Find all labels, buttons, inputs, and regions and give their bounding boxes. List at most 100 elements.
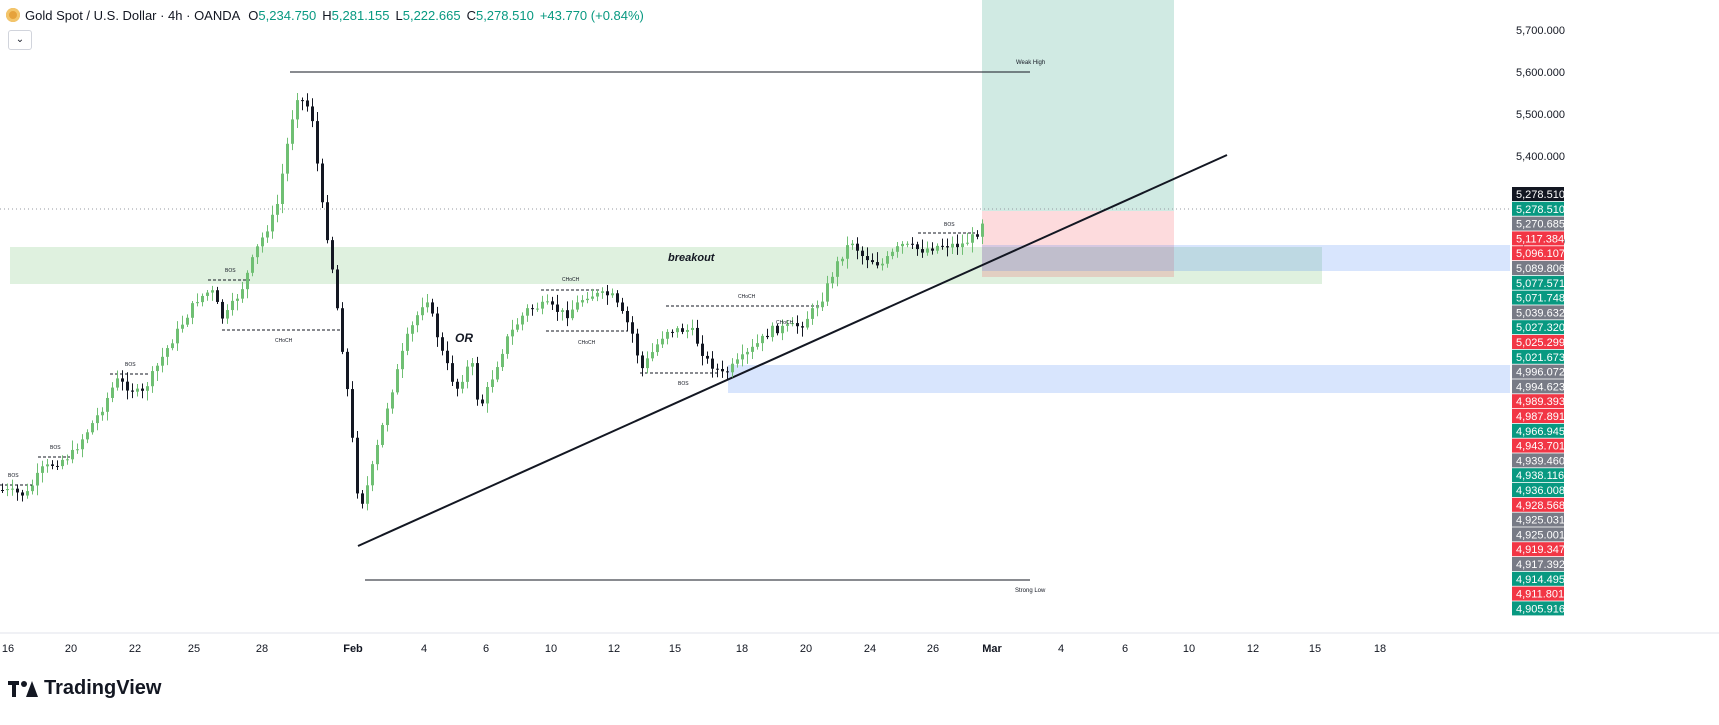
candle-body: [71, 449, 74, 460]
price-tag-label: 5,027.320: [1516, 322, 1565, 334]
candle-body: [961, 243, 964, 248]
candle-body: [371, 464, 374, 486]
candle-body: [646, 358, 649, 369]
candle-body: [536, 308, 539, 310]
candle-body: [771, 325, 774, 338]
x-tick-label: 20: [65, 643, 77, 655]
candle-body: [451, 363, 454, 382]
x-tick-label: Mar: [982, 643, 1002, 655]
candle-body: [976, 234, 979, 237]
candle-body: [886, 256, 889, 264]
x-tick-label: 12: [1247, 643, 1259, 655]
symbol-title[interactable]: Gold Spot / U.S. Dollar · 4h · OANDA: [25, 7, 241, 23]
candle-body: [286, 143, 289, 174]
candle-body: [401, 350, 404, 370]
tradingview-wordmark: TradingView: [44, 677, 162, 699]
x-tick-label: 10: [545, 643, 557, 655]
annotation-or: OR: [455, 331, 473, 345]
candle-body: [316, 121, 319, 164]
price-tag-label: 4,987.891: [1516, 411, 1565, 423]
candle-body: [946, 246, 949, 248]
candle-body: [456, 381, 459, 389]
x-tick-label: 28: [256, 643, 268, 655]
candle-body: [81, 439, 84, 450]
candle-body: [781, 325, 784, 334]
price-tag-bg: [1512, 483, 1564, 497]
annotation-bos-3: BOS: [125, 362, 136, 368]
price-tag-label: 4,994.623: [1516, 381, 1565, 393]
price-tag-label: 4,928.568: [1516, 500, 1565, 512]
candle-body: [901, 243, 904, 247]
candle-body: [951, 243, 954, 248]
candle-body: [891, 251, 894, 257]
price-tag-label: 4,989.393: [1516, 396, 1565, 408]
price-tag-bg: [1512, 187, 1564, 201]
candle-body: [656, 344, 659, 353]
candle-body: [571, 309, 574, 319]
price-tag-bg: [1512, 438, 1564, 453]
demand-zone-upper[interactable]: [982, 245, 1510, 271]
candle-body: [76, 449, 79, 451]
high-value: 5,281.155: [331, 7, 390, 23]
candle-body: [816, 307, 819, 309]
x-tick-label: Feb: [343, 643, 363, 655]
price-tag-bg: [1512, 231, 1564, 246]
chevron-down-icon[interactable]: ⌄: [8, 30, 32, 50]
candle-body: [506, 336, 509, 354]
candle-body: [981, 223, 984, 237]
candle-body: [481, 399, 484, 404]
candle-body: [421, 307, 424, 316]
candle-body: [111, 387, 114, 398]
price-tag-bg: [1512, 423, 1564, 438]
price-tag-bg: [1512, 305, 1564, 320]
candle-body: [426, 302, 429, 308]
candle-body: [491, 379, 494, 387]
price-tag-bg: [1512, 201, 1564, 216]
price-tag-label: 4,925.001: [1516, 529, 1565, 541]
candle-body: [476, 363, 479, 400]
price-tag-label: 4,925.031: [1516, 515, 1565, 527]
tradingview-logo[interactable]: TradingView: [8, 677, 161, 700]
x-axis[interactable]: 16 20 22 25 28 Feb 4 6 10 12 15 18 20 24 26 Mar 4 6 10 12 15…: [2, 643, 1386, 655]
breakout-zone[interactable]: [10, 247, 1322, 284]
candle-body: [971, 234, 974, 243]
candle-body: [801, 326, 804, 328]
candle-body: [711, 358, 714, 369]
demand-zone-lower[interactable]: [728, 365, 1510, 393]
x-tick-label: 24: [864, 643, 876, 655]
candle-body: [396, 369, 399, 393]
x-tick-label: 20: [800, 643, 812, 655]
candle-body: [366, 485, 369, 504]
price-tag-bg: [1512, 557, 1564, 571]
candle-body: [46, 464, 49, 467]
candle-body: [91, 423, 94, 433]
candle-body: [471, 363, 474, 367]
y-tick-label: 5,500.000: [1516, 109, 1565, 121]
candle-body: [11, 488, 14, 490]
candle-body: [706, 355, 709, 359]
trendline[interactable]: [357, 154, 1228, 547]
candle-body: [696, 327, 699, 344]
candle-body: [181, 324, 184, 329]
candle-body: [496, 367, 499, 380]
candle-body: [721, 368, 724, 372]
candle-body: [596, 292, 599, 297]
target-zone[interactable]: [982, 0, 1174, 211]
candle-body: [756, 343, 759, 347]
candle-body: [461, 381, 464, 389]
change-value: +43.770 (+0.84%): [539, 7, 644, 23]
candle-body: [751, 346, 754, 352]
candle-body: [326, 202, 329, 241]
candle-body: [941, 245, 944, 247]
candle-body: [206, 292, 209, 296]
annotation-choch-1: CHoCH: [275, 338, 293, 344]
candle-body: [86, 432, 89, 440]
candle-body: [651, 352, 654, 359]
candle-body: [256, 246, 259, 258]
candle-body: [486, 386, 489, 404]
annotation-bos-2: BOS: [50, 445, 61, 451]
price-tag-label: 4,939.460: [1516, 455, 1565, 467]
symbol-header[interactable]: Gold Spot / U.S. Dollar · 4h · OANDA O 5,…: [6, 4, 650, 26]
price-tag-label: 4,919.347: [1516, 544, 1565, 556]
